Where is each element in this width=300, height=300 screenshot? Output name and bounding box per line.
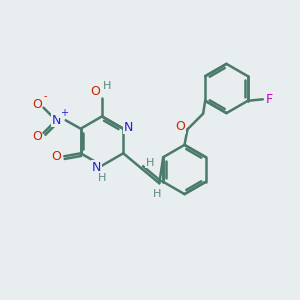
Text: O: O [91, 85, 100, 98]
Text: O: O [51, 150, 61, 163]
Text: O: O [32, 98, 42, 111]
Text: H: H [98, 173, 106, 183]
Text: +: + [60, 108, 68, 118]
Text: H: H [103, 81, 112, 91]
Text: O: O [32, 130, 42, 143]
Text: N: N [51, 114, 61, 127]
Text: O: O [175, 120, 185, 134]
Text: H: H [146, 158, 154, 168]
Text: -: - [43, 91, 47, 101]
Text: N: N [92, 160, 101, 174]
Text: N: N [124, 121, 134, 134]
Text: F: F [266, 93, 273, 106]
Text: H: H [153, 189, 161, 199]
